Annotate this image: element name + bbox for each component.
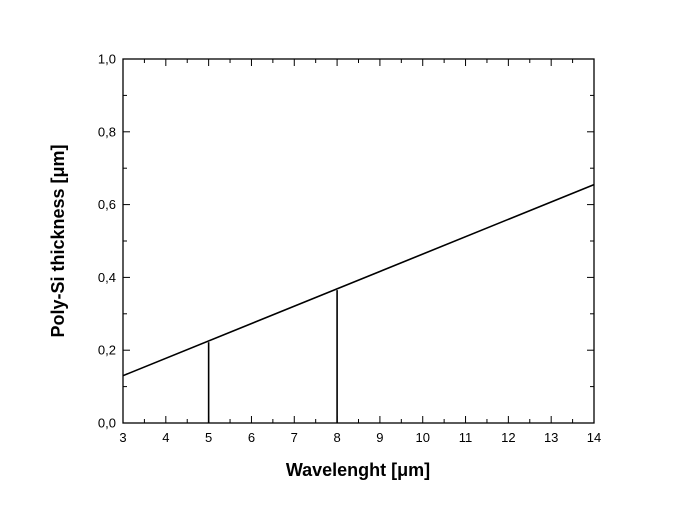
plot-frame <box>122 58 595 424</box>
x-tick-label: 5 <box>205 430 212 445</box>
y-tick-label: 0,8 <box>98 124 116 139</box>
y-tick-label: 0,0 <box>98 416 116 431</box>
data-marks <box>122 183 595 423</box>
x-tick-label: 3 <box>119 430 126 445</box>
x-tick-label: 7 <box>291 430 298 445</box>
ticks <box>122 58 595 424</box>
x-tick-label: 11 <box>459 430 473 445</box>
x-tick-label: 4 <box>162 430 169 445</box>
x-tick-labels: 3 4 5 6 7 8 9 10 11 12 13 14 <box>119 430 601 445</box>
y-tick-label: 0,2 <box>98 343 116 358</box>
x-tick-label: 14 <box>587 430 601 445</box>
x-tick-label: 8 <box>333 430 340 445</box>
y-tick-labels: 0,0 0,2 0,4 0,6 0,8 1,0 <box>98 52 116 431</box>
series-line <box>122 183 595 377</box>
y-tick-label: 0,6 <box>98 197 116 212</box>
y-axis-title: Poly-Si thickness [μm] <box>48 144 68 337</box>
x-tick-label: 13 <box>544 430 558 445</box>
y-tick-label: 1,0 <box>98 52 116 67</box>
x-tick-label: 10 <box>415 430 429 445</box>
x-tick-label: 12 <box>501 430 515 445</box>
x-axis-title: Wavelenght [μm] <box>286 460 430 480</box>
x-tick-label: 9 <box>376 430 383 445</box>
x-tick-label: 6 <box>248 430 255 445</box>
y-tick-label: 0,4 <box>98 270 116 285</box>
